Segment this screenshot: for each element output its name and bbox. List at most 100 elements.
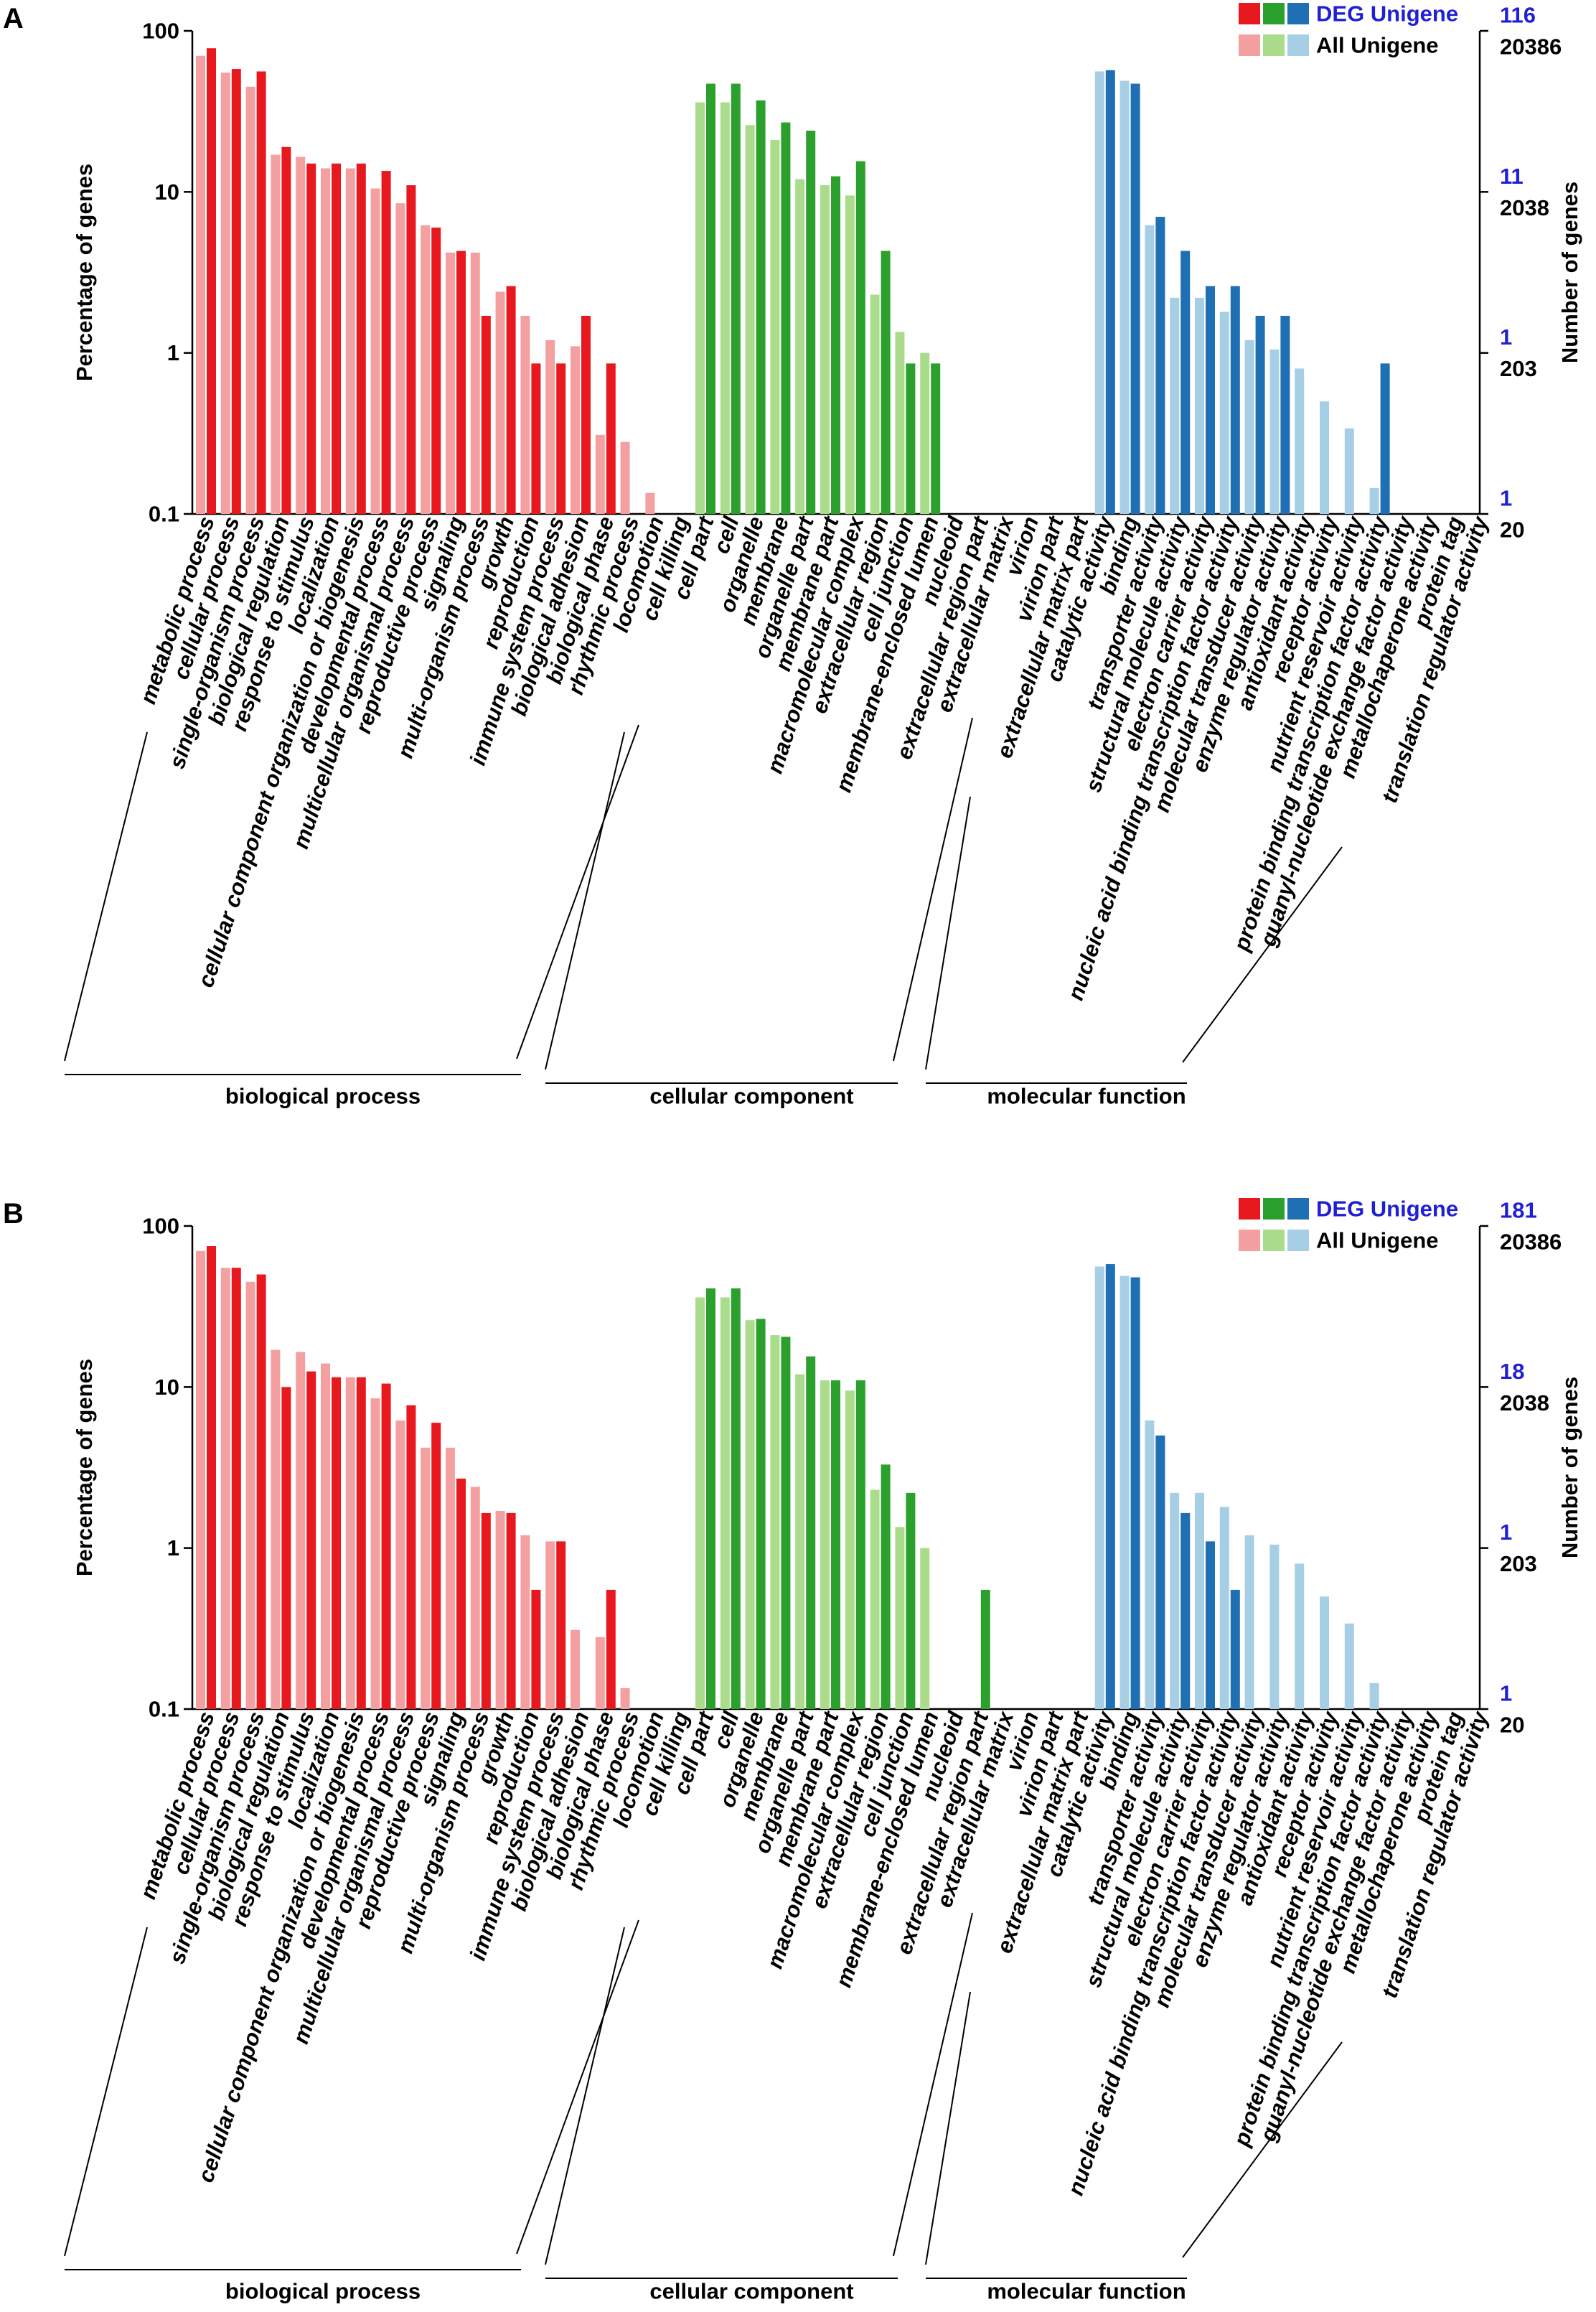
deg-count-label: 18 (1500, 1359, 1524, 1384)
bar-deg-response-to-stimulus (306, 1371, 316, 1709)
bar-deg-localization (332, 163, 341, 514)
all-count-label: 20386 (1500, 1230, 1562, 1255)
bar-all-protein-binding-transcription-factor-activity (1369, 487, 1379, 514)
bar-deg-metabolic-process (207, 48, 216, 514)
bar-all-reproduction (520, 315, 530, 514)
group-bracket-left (64, 731, 148, 1062)
bar-all-molecular-transducer-activity (1244, 340, 1254, 514)
bar-deg-enzyme-regulator-activity (1280, 315, 1290, 514)
bar-all-catalytic-activity (1094, 71, 1104, 515)
bar-deg-electron-carrier-activity (1206, 1541, 1215, 1709)
all-count-label: 2038 (1500, 1390, 1549, 1415)
bar-all-cellular-process (220, 1268, 230, 1709)
bar-all-macromolecular-complex (845, 1390, 855, 1709)
bar-all-biological-phase (595, 1637, 605, 1709)
bar-deg-immune-system-process (556, 1541, 566, 1709)
bar-deg-extracellular-region (881, 1464, 891, 1709)
bar-deg-single-organism-process (256, 71, 266, 515)
group-bracket-right (1182, 2041, 1343, 2258)
bar-deg-transporter-activity (1155, 217, 1165, 514)
bar-all-response-to-stimulus (296, 1352, 306, 1709)
bar-all-immune-system-process (545, 1541, 555, 1709)
y-tick-label: 0.1 (149, 502, 179, 527)
deg-count-label: 1 (1500, 486, 1512, 511)
legend: DEG Unigene All Unigene (1239, 1197, 1458, 1253)
bar-deg-organelle (756, 100, 766, 514)
bar-all-receptor-activity (1320, 401, 1329, 514)
panel-label: A (3, 3, 24, 34)
bar-deg-cell-part (706, 83, 715, 514)
bar-all-extracellular-region (870, 294, 880, 514)
bar-deg-developmental-process (381, 171, 391, 514)
bar-all-macromolecular-complex (845, 195, 855, 514)
bar-all-membrane-part (820, 1380, 830, 1709)
bar-deg-multi-organism-process (481, 1512, 491, 1709)
all-count-label: 203 (1500, 356, 1537, 381)
deg-count-label: 1 (1500, 1520, 1512, 1545)
bar-all-response-to-stimulus (296, 156, 306, 514)
group-bracket-right (893, 1912, 973, 2257)
bar-all-localization (321, 1363, 330, 1709)
y2-axis-title: Number of genes (1557, 1377, 1582, 1558)
legend-label-all: All Unigene (1316, 1228, 1439, 1253)
bar-all-protein-binding-transcription-factor-activity (1369, 1682, 1379, 1709)
bar-deg-reproduction (531, 1589, 541, 1709)
bar-all-signaling (446, 252, 455, 514)
bar-deg-reproduction (531, 363, 541, 514)
bar-deg-cellular-process (231, 69, 241, 514)
chart-panel-b: B 100 181 20386 10 18 2038 1 1 203 0.1 1 20 Percentag… (3, 1197, 1582, 2304)
bar-deg-nucleic-acid-binding-transcription-factor-activity (1230, 1589, 1240, 1709)
bar-all-cell-part (695, 102, 705, 514)
bar-all-electron-carrier-activity (1195, 1492, 1204, 1709)
bar-deg-cell-part (706, 1288, 715, 1709)
bar-all-single-organism-process (245, 1281, 255, 1709)
group-label-biological-process: biological process (225, 1084, 421, 1109)
bar-deg-structural-molecule-activity (1180, 251, 1191, 514)
bar-all-extracellular-region (870, 1489, 880, 1709)
bar-all-antioxidant-activity (1295, 1563, 1305, 1709)
bar-all-catalytic-activity (1094, 1266, 1104, 1709)
bar-deg-reproductive-process (431, 1423, 441, 1709)
bar-all-molecular-transducer-activity (1244, 1535, 1254, 1709)
bar-deg-structural-molecule-activity (1180, 1512, 1191, 1709)
bar-deg-membrane (781, 1337, 791, 1709)
y-tick-label: 1 (167, 1535, 179, 1560)
bar-deg-biological-adhesion (581, 315, 591, 514)
bar-deg-cellular-process (231, 1268, 241, 1709)
bar-deg-transporter-activity (1155, 1435, 1165, 1709)
legend-label-deg: DEG Unigene (1316, 1, 1458, 27)
bar-deg-electron-carrier-activity (1206, 286, 1215, 514)
bar-all-organelle (745, 1320, 755, 1709)
group-bracket-left (925, 1991, 971, 2265)
bar-deg-organelle-part (806, 1356, 816, 1709)
bar-deg-cell-junction (906, 1492, 916, 1709)
bar-all-structural-molecule-activity (1170, 297, 1180, 514)
bar-deg-biological-phase (606, 363, 616, 514)
bar-deg-localization (332, 1377, 341, 1709)
bar-deg-binding (1130, 1277, 1140, 1709)
bar-all-nucleic-acid-binding-transcription-factor-activity (1219, 312, 1229, 514)
all-count-label: 20386 (1500, 34, 1562, 60)
bar-all-multi-organism-process (470, 252, 480, 514)
y-tick-label: 1 (167, 340, 179, 365)
bar-deg-cell (731, 1288, 741, 1709)
bar-all-biological-adhesion (571, 346, 580, 514)
bar-deg-membrane-part (831, 1380, 840, 1709)
bar-deg-biological-phase (606, 1589, 616, 1709)
y-axis-title: Percentage of genes (72, 1359, 97, 1576)
bar-all-reproductive-process (421, 1447, 431, 1709)
legend-swatch-all (1287, 34, 1309, 56)
deg-count-label: 1 (1500, 324, 1512, 350)
panel-label: B (3, 1198, 24, 1230)
bar-deg-extracellular-region-part (980, 1589, 990, 1709)
bar-all-cell (720, 102, 730, 514)
bar-deg-reproductive-process (431, 228, 441, 514)
legend-swatch-all (1263, 34, 1285, 56)
bar-all-reproduction (520, 1535, 530, 1709)
bar-all-multi-organism-process (470, 1487, 480, 1709)
group-bracket-left (925, 796, 971, 1070)
y-axis-title: Percentage of genes (72, 164, 97, 381)
